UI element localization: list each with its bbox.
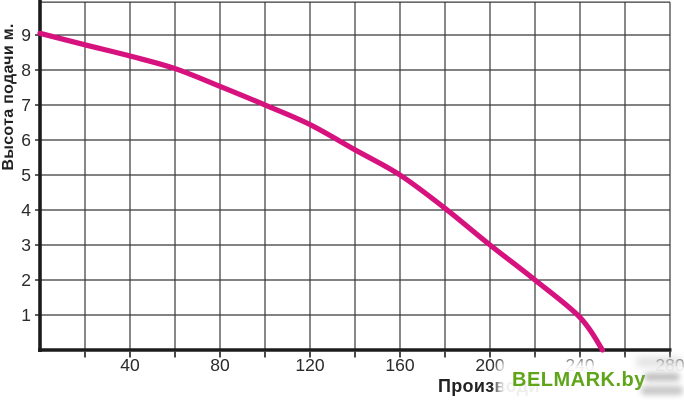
y-tick-label: 4 [21,200,31,220]
watermark-text: BELMARK.by [512,369,646,391]
blurred-logo-mark [636,357,682,367]
y-tick-label: 8 [21,60,31,80]
blurred-logo-mark [641,386,683,395]
y-tick-label: 3 [21,235,31,255]
y-tick-label: 9 [21,25,31,45]
x-tick-label: 40 [120,355,140,375]
y-axis-title: Высота подачи м. [0,23,17,171]
y-tick-label: 2 [21,270,31,290]
y-tick-label: 6 [21,130,31,150]
x-tick-label: 80 [210,355,230,375]
y-tick-label: 1 [21,305,31,325]
x-tick-label: 160 [385,355,414,375]
watermark-panel: BELMARK.by [503,357,684,400]
y-tick-label: 5 [21,165,31,185]
x-tick-label: 200 [475,355,504,375]
blurred-logo-mark [644,373,680,381]
y-tick-label: 7 [21,95,31,115]
x-tick-label: 120 [295,355,324,375]
pump-curve [37,30,606,353]
